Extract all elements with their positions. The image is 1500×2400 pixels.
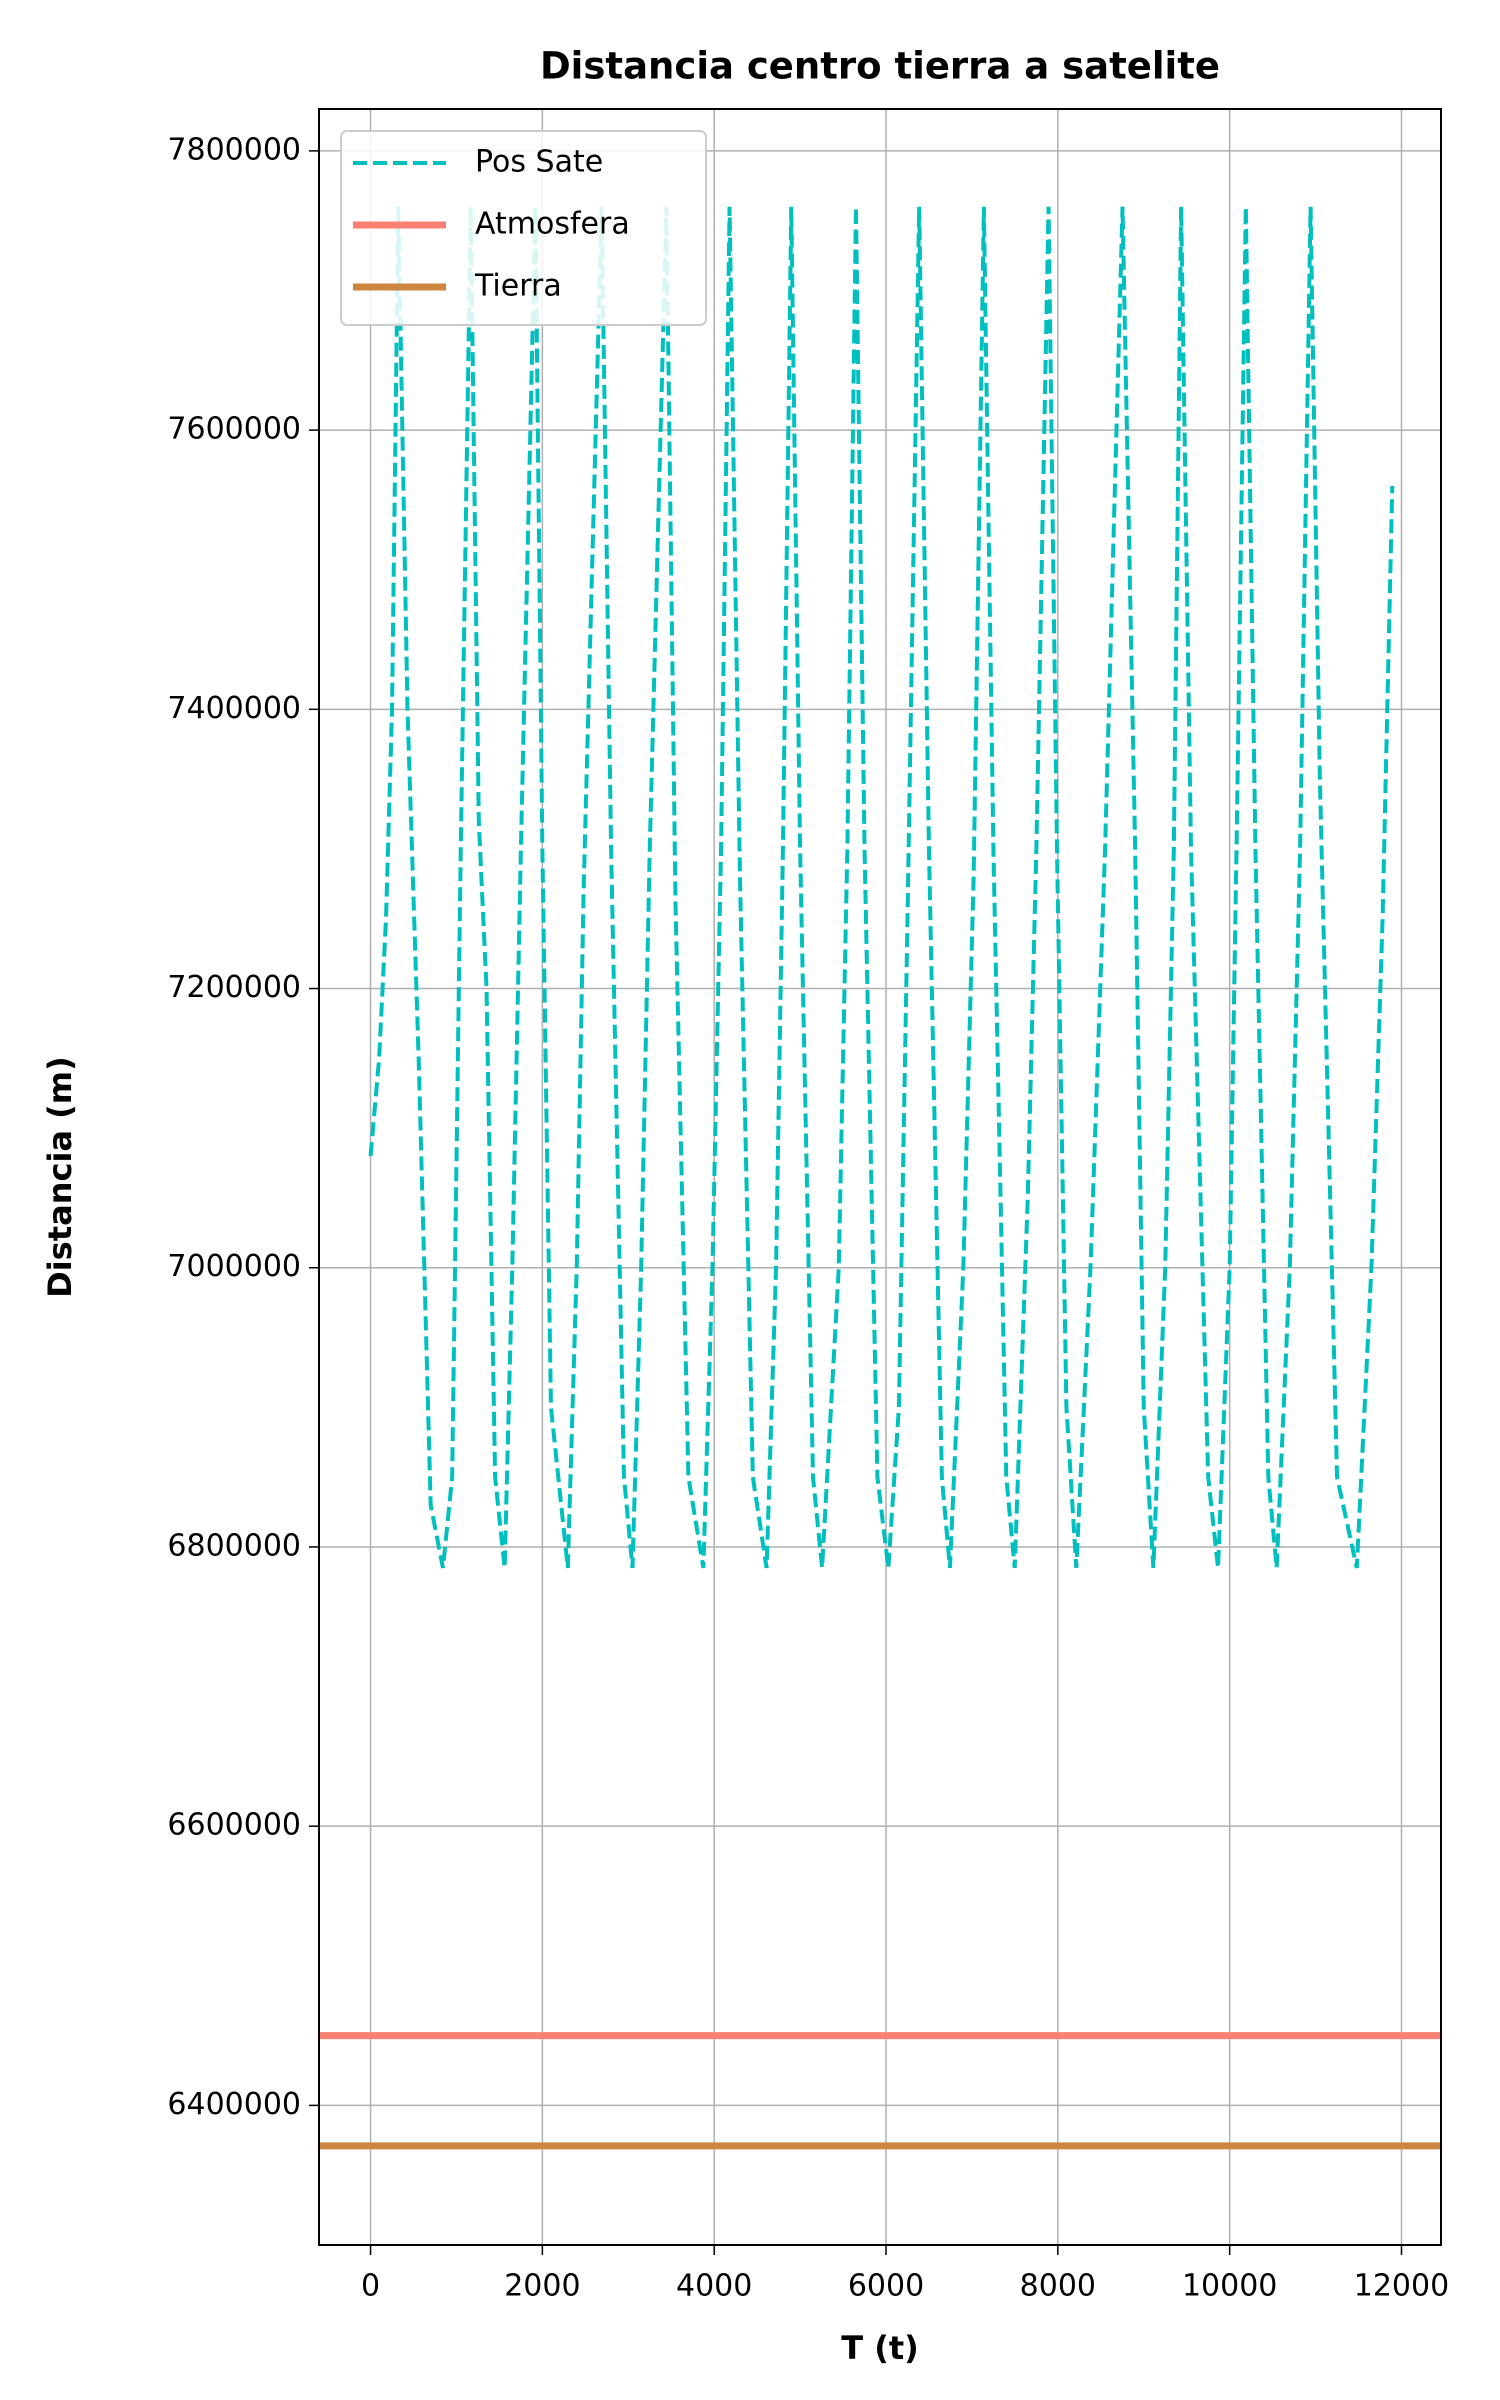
legend: Pos Sate Atmosfera Tierra — [340, 130, 707, 326]
x-tick-label: 12000 — [1354, 2269, 1449, 2304]
ticks: 0 2000 4000 6000 8000 10000 12000 6400000 660000… — [167, 132, 1449, 2303]
legend-box — [340, 130, 707, 326]
x-tick-label: 2000 — [504, 2269, 580, 2304]
y-tick-label: 7400000 — [167, 691, 301, 726]
y-tick-label: 7000000 — [167, 1249, 301, 1284]
y-tick-label: 7800000 — [167, 132, 301, 167]
plot-frame — [318, 108, 1442, 2246]
x-tick-label: 4000 — [676, 2269, 752, 2304]
legend-label: Pos Sate — [475, 145, 603, 180]
x-tick-label: 0 — [361, 2269, 380, 2304]
x-tick-label: 10000 — [1182, 2269, 1277, 2304]
y-tick-label: 7600000 — [167, 412, 301, 447]
x-tick-label: 6000 — [848, 2269, 924, 2304]
chart-title: Distancia centro tierra a satelite — [540, 45, 1220, 88]
y-tick-label: 6600000 — [167, 1808, 301, 1843]
y-tick-label: 6400000 — [167, 2087, 301, 2122]
x-axis-label: T (t) — [841, 2329, 919, 2367]
y-tick-label: 6800000 — [167, 1528, 301, 1563]
x-tick-label: 8000 — [1020, 2269, 1096, 2304]
y-axis-label: Distancia (m) — [41, 1056, 79, 1298]
y-tick-label: 7200000 — [167, 970, 301, 1005]
data-line — [368, 206, 1395, 1569]
legend-label: Tierra — [474, 269, 562, 304]
legend-label: Atmosfera — [475, 207, 630, 242]
plot-area — [319, 206, 1441, 2150]
